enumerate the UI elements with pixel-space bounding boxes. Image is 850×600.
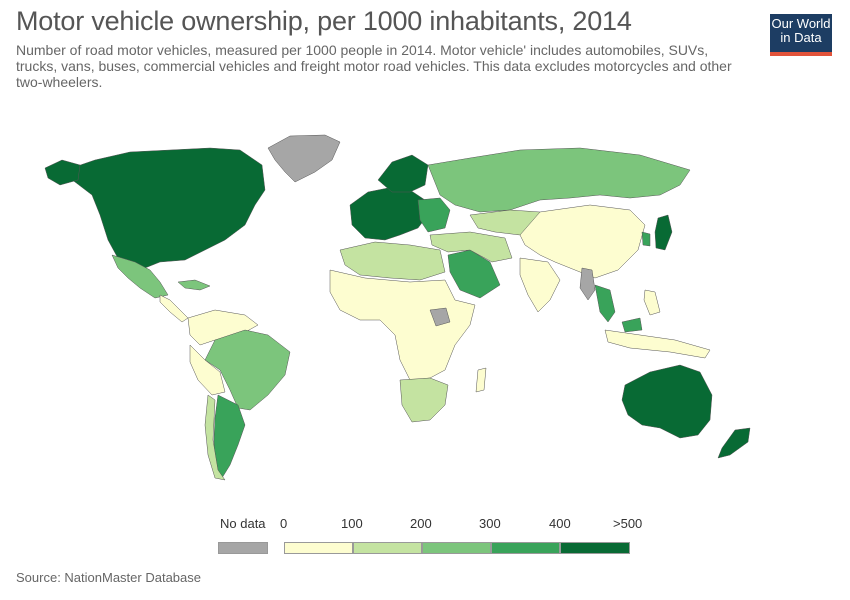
legend-swatch-100-200[interactable] bbox=[353, 542, 422, 554]
legend-swatch-300-400[interactable] bbox=[491, 542, 560, 554]
logo-line-1: Our World bbox=[771, 16, 831, 31]
chart-title: Motor vehicle ownership, per 1000 inhabi… bbox=[16, 6, 632, 36]
region-china[interactable] bbox=[519, 204, 646, 279]
region-north-america[interactable] bbox=[59, 147, 266, 271]
region-myanmar[interactable] bbox=[579, 267, 596, 301]
region-scandinavia[interactable] bbox=[377, 154, 429, 193]
region-new-zealand[interactable] bbox=[717, 427, 751, 459]
region-eastern-europe[interactable] bbox=[417, 197, 451, 233]
owid-logo[interactable]: Our World in Data bbox=[770, 14, 832, 56]
region-caribbean[interactable] bbox=[177, 279, 211, 291]
legend-tick-100: 100 bbox=[341, 516, 363, 531]
region-horn-of-africa[interactable] bbox=[429, 307, 451, 327]
region-malaysia[interactable] bbox=[621, 317, 643, 333]
region-central-america[interactable] bbox=[159, 294, 189, 323]
region-philippines[interactable] bbox=[643, 289, 661, 316]
region-korea[interactable] bbox=[641, 231, 651, 247]
region-indonesia[interactable] bbox=[604, 329, 711, 359]
region-brazil[interactable] bbox=[204, 329, 291, 411]
region-alaska[interactable] bbox=[44, 159, 81, 186]
region-greenland[interactable] bbox=[267, 134, 341, 183]
legend-swatch-200-300[interactable] bbox=[422, 542, 491, 554]
region-iran[interactable] bbox=[429, 231, 513, 263]
region-russia[interactable] bbox=[427, 147, 691, 213]
legend-tick-300: 300 bbox=[479, 516, 501, 531]
legend-swatch-400-500[interactable] bbox=[560, 542, 630, 554]
legend-no-data-label: No data bbox=[220, 516, 266, 531]
region-india[interactable] bbox=[519, 257, 561, 313]
region-sub-saharan-africa[interactable] bbox=[329, 269, 476, 381]
region-western-europe[interactable] bbox=[349, 187, 429, 241]
legend-tick-0: 0 bbox=[280, 516, 288, 531]
chart-subtitle: Number of road motor vehicles, measured … bbox=[16, 42, 732, 90]
region-chile[interactable] bbox=[204, 394, 226, 481]
region-australia[interactable] bbox=[621, 364, 713, 439]
logo-line-2: in Data bbox=[780, 30, 822, 45]
legend-swatch-no-data[interactable] bbox=[218, 542, 268, 554]
legend-tick-400: 400 bbox=[549, 516, 571, 531]
region-north-africa[interactable] bbox=[339, 241, 446, 281]
legend-tick-500-plus: >500 bbox=[613, 516, 643, 531]
world-map bbox=[44, 134, 751, 481]
region-japan[interactable] bbox=[654, 214, 673, 251]
map-legend: No data 0 100 200 300 400 >500 bbox=[210, 512, 643, 562]
region-southeast-asia[interactable] bbox=[594, 284, 616, 323]
region-southern-africa[interactable] bbox=[399, 377, 449, 423]
legend-swatch-0-100[interactable] bbox=[284, 542, 353, 554]
region-peru-bolivia[interactable] bbox=[189, 344, 226, 396]
legend-tick-200: 200 bbox=[410, 516, 432, 531]
region-madagascar[interactable] bbox=[475, 367, 487, 393]
source-note: Source: NationMaster Database bbox=[16, 570, 201, 585]
region-argentina[interactable] bbox=[213, 394, 246, 479]
